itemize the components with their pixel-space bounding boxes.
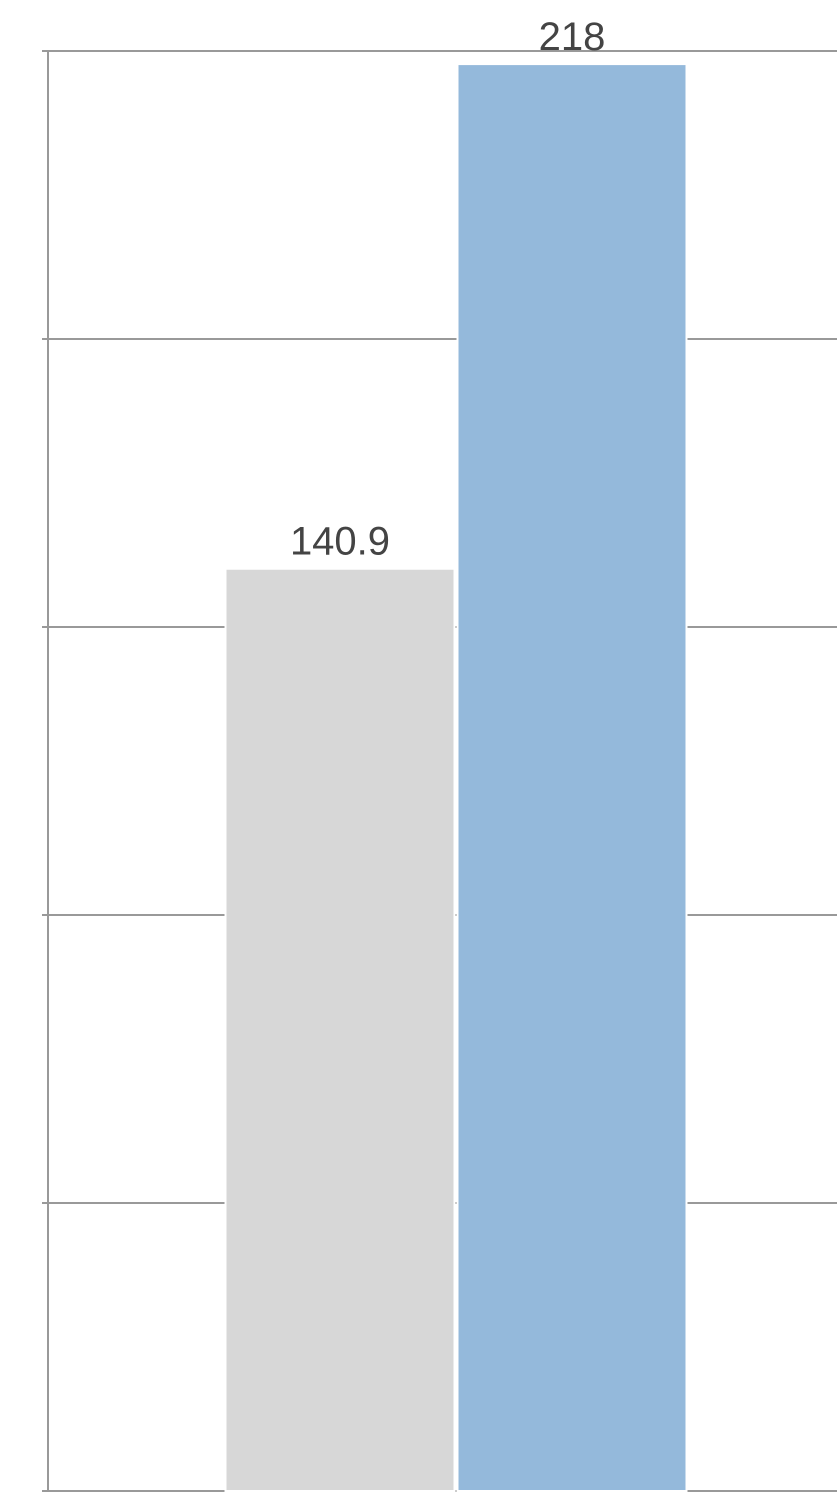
bar [224,567,456,1492]
bar [456,63,688,1492]
data-label: 218 [539,15,606,59]
data-label: 140.9 [290,520,390,564]
